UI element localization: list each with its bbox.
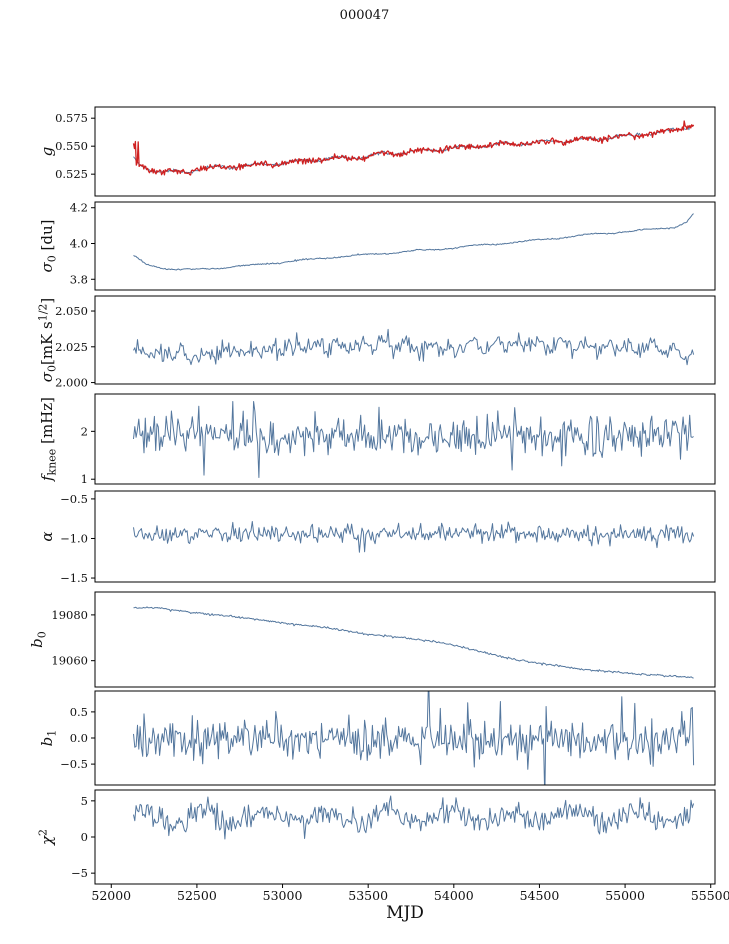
subplot-alpha: −1.5 −1.0 −0.5 α — [38, 490, 716, 585]
x-tick-label: 55500 — [691, 888, 729, 903]
y-axis-label-fknee: fknee [mHz] — [38, 397, 59, 482]
chart-title: 000047 — [339, 8, 390, 23]
x-tick-label: 54500 — [520, 888, 560, 903]
x-tick-label: 52000 — [91, 888, 131, 903]
axes-frame-chi2 — [94, 789, 716, 885]
y-tick-label: 0.0 — [70, 731, 88, 745]
x-tick-label: 54000 — [434, 888, 474, 903]
y-tick-label: 0.525 — [55, 167, 88, 181]
y-axis-label-b0: b0 — [28, 631, 49, 648]
x-tick-label: 52500 — [177, 888, 217, 903]
series-b1 — [133, 691, 695, 785]
y-tick-label: 3.8 — [70, 272, 88, 286]
series-sigma0-du — [133, 213, 694, 271]
y-axis-label-sigma0-mks: σ0[mK s1/2] — [37, 298, 59, 383]
y-tick-label: 4.0 — [70, 236, 88, 250]
y-tick-label: 2.000 — [55, 376, 88, 390]
axes-frame-b0 — [94, 591, 716, 688]
y-tick-label: 0.575 — [55, 111, 88, 125]
series-alpha — [133, 521, 695, 553]
y-axis-label-g: g — [38, 147, 56, 157]
y-tick-label: −0.5 — [60, 757, 88, 771]
y-tick-label: 0.550 — [55, 139, 88, 153]
y-axis-label-alpha: α — [38, 531, 56, 541]
subplot-b1: −0.5 0.0 0.5 b1 — [38, 690, 716, 786]
x-tick-label: 53500 — [348, 888, 388, 903]
x-tick-label: 55000 — [605, 888, 645, 903]
y-tick-label: 2 — [81, 424, 88, 438]
x-tick-label: 53000 — [263, 888, 303, 903]
y-tick-label: −1.0 — [60, 531, 88, 545]
subplot-g: 0.525 0.550 0.575 g — [38, 106, 716, 197]
series-sigma0-mks — [133, 328, 695, 366]
axes-frame-fknee — [94, 393, 716, 485]
y-tick-label: 19060 — [51, 654, 88, 668]
y-tick-label: 2.050 — [55, 304, 88, 318]
y-axis-label-sigma0-du: σ0 [du] — [38, 220, 59, 273]
subplot-sigma0-du: 3.8 4.0 4.2 σ0 [du] — [38, 201, 716, 291]
axes-frame-sigma0-du — [94, 201, 716, 291]
y-tick-label: 2.025 — [55, 340, 88, 354]
y-tick-label: −0.5 — [60, 492, 88, 506]
y-tick-label: 1 — [81, 472, 88, 486]
y-tick-label: 5 — [81, 794, 88, 808]
y-tick-label: 19080 — [51, 608, 88, 622]
y-tick-label: 0 — [81, 830, 88, 844]
y-tick-label: 0.5 — [70, 705, 88, 719]
y-tick-label: −5 — [71, 866, 88, 880]
y-axis-label-chi2: χ2 — [37, 829, 57, 846]
series-chi2 — [133, 795, 695, 840]
series-b0 — [133, 606, 694, 679]
axes-frame-sigma0-mks — [94, 295, 716, 385]
axes-frame-alpha — [94, 490, 716, 583]
y-tick-label: 4.2 — [70, 201, 88, 215]
y-tick-label: −1.5 — [60, 571, 88, 585]
subplot-chi2: −5 0 5 χ2 — [37, 789, 716, 885]
axes-frame-g — [94, 106, 716, 197]
x-axis-label: MJD — [386, 903, 424, 923]
series-g-data-red — [132, 120, 695, 176]
series-fknee — [133, 401, 694, 478]
subplot-fknee: 1 2 fknee [mHz] — [38, 393, 716, 486]
y-axis-label-b1: b1 — [38, 730, 59, 747]
